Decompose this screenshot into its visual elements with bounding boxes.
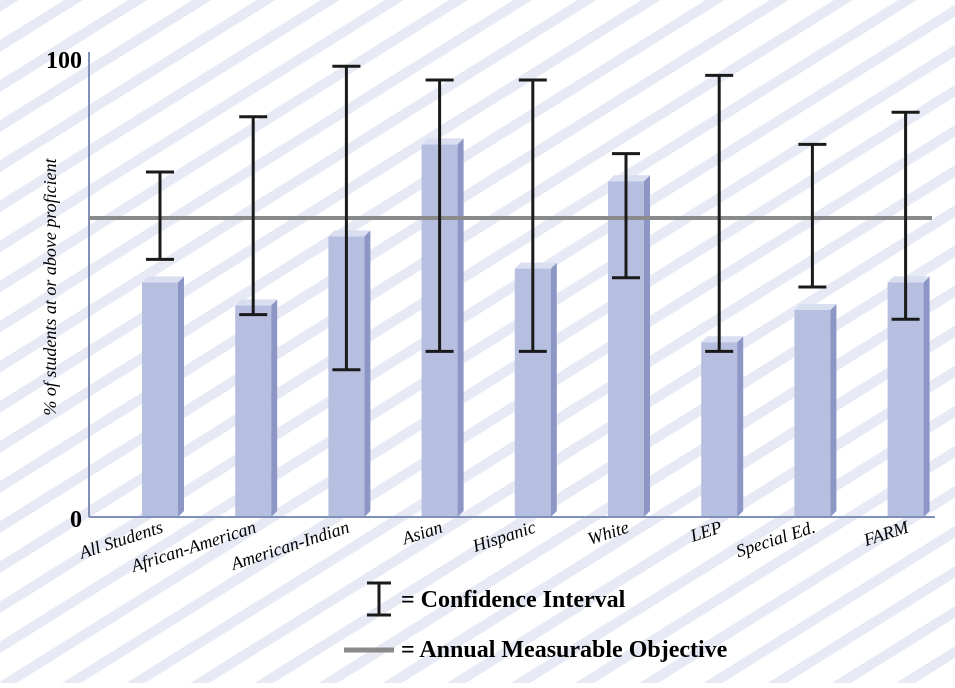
bar bbox=[235, 299, 278, 517]
bar bbox=[514, 262, 557, 517]
bar-side bbox=[644, 175, 650, 517]
bar bbox=[794, 304, 837, 517]
bar bbox=[328, 230, 371, 517]
bar-top bbox=[421, 138, 464, 145]
y-tick-label-100: 100 bbox=[46, 48, 82, 74]
error-bar bbox=[239, 115, 268, 317]
error-bar bbox=[612, 152, 640, 280]
bar-top bbox=[794, 304, 837, 310]
error-bar bbox=[705, 73, 734, 353]
bar-top bbox=[701, 336, 744, 343]
bar-top bbox=[235, 299, 278, 306]
bars-layer bbox=[142, 138, 930, 517]
error-bar bbox=[798, 142, 827, 289]
y-tick-label-0: 0 bbox=[70, 507, 82, 533]
bar bbox=[887, 276, 930, 517]
error-bar bbox=[425, 78, 454, 353]
y-axis-label: % of students at or above proficient bbox=[40, 157, 60, 415]
bar-front bbox=[794, 310, 831, 517]
axes-layer: 100 0 % of students at or above proficie… bbox=[40, 48, 935, 533]
legend-confidence-interval-label: = Confidence Interval bbox=[401, 587, 626, 613]
bar-side bbox=[364, 230, 371, 517]
error-bar bbox=[518, 78, 547, 353]
bar-top bbox=[328, 230, 371, 237]
bar-side bbox=[271, 299, 278, 517]
legend-objective-label: = Annual Measurable Objective bbox=[401, 637, 728, 663]
error-bar bbox=[332, 64, 361, 372]
bar-side bbox=[178, 276, 184, 517]
bar-front bbox=[701, 342, 738, 517]
bar-side bbox=[830, 304, 837, 517]
bar bbox=[701, 336, 744, 517]
legend-confidence-interval-symbol bbox=[367, 581, 391, 617]
bar bbox=[142, 276, 184, 517]
error-bar bbox=[891, 110, 920, 321]
error-bars-layer bbox=[146, 64, 920, 372]
bar-front bbox=[887, 282, 924, 517]
bar-side bbox=[550, 262, 557, 517]
bar-top bbox=[887, 276, 930, 283]
bar-top bbox=[608, 175, 650, 182]
bar-side bbox=[923, 276, 930, 517]
bar-top bbox=[142, 276, 184, 283]
bar-side bbox=[457, 138, 464, 517]
bar bbox=[421, 138, 464, 517]
bar-top bbox=[514, 262, 557, 269]
bar bbox=[608, 175, 650, 517]
legend: = Confidence Interval = Annual Measurabl… bbox=[344, 581, 728, 663]
bar-front bbox=[235, 305, 272, 517]
bar-side bbox=[737, 336, 744, 517]
bar-front bbox=[142, 282, 178, 517]
error-bar bbox=[146, 170, 174, 261]
